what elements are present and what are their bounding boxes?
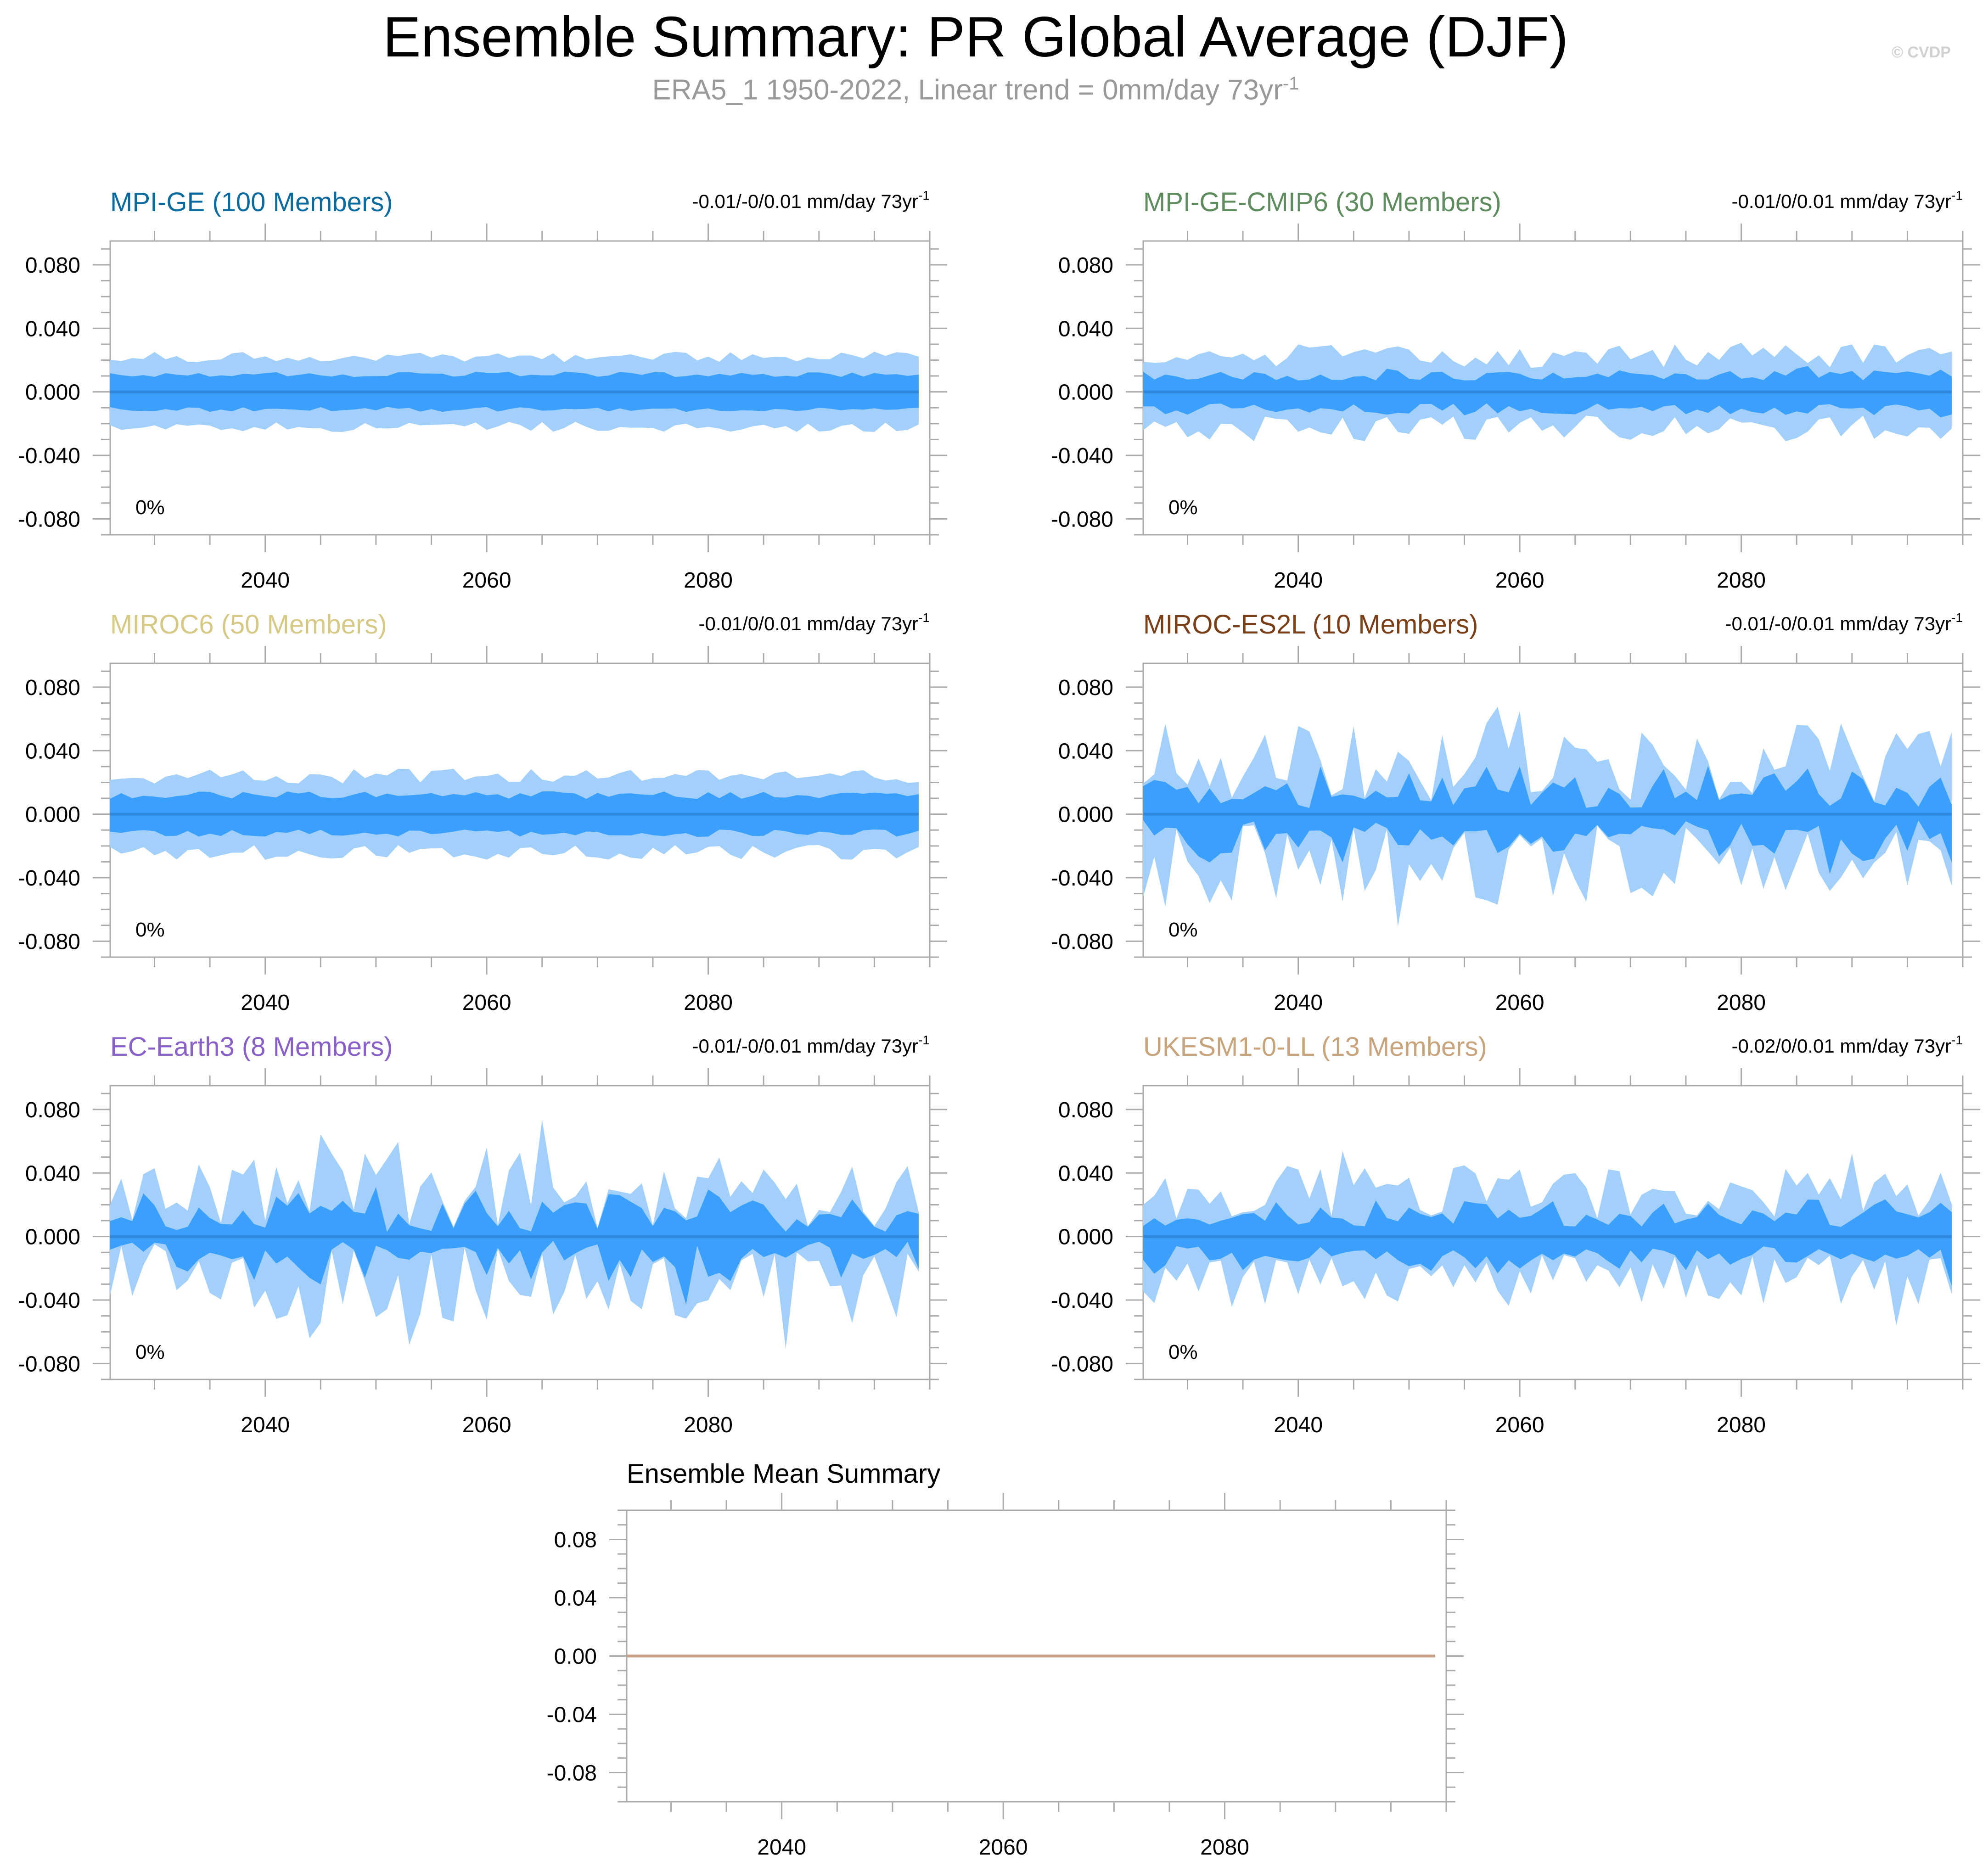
panel-7-ytick-label: 0.04 bbox=[554, 1586, 597, 1611]
panel-1-xtick-label: 2060 bbox=[462, 568, 511, 593]
panel-4-xtick-label: 2040 bbox=[1274, 991, 1323, 1015]
figure-subtitle: ERA5_1 1950-2022, Linear trend = 0mm/day… bbox=[0, 73, 1951, 106]
panel-5-trend-text: -0.01/-0/0.01 mm/day 73yr-1 bbox=[692, 1033, 930, 1057]
panel-1-xtick-label: 2080 bbox=[684, 568, 733, 593]
panel-7-xtick-label: 2040 bbox=[757, 1835, 806, 1860]
panel-3-title: MIROC6 (50 Members) bbox=[110, 610, 387, 639]
panel-6-ytick-label: -0.080 bbox=[1051, 1352, 1113, 1376]
panel-1-percent-label: 0% bbox=[135, 496, 165, 519]
panel-4-ytick-label: 0.080 bbox=[1058, 676, 1113, 700]
panel-7-xtick-label: 2060 bbox=[979, 1835, 1028, 1860]
panel-2-xtick-label: 2060 bbox=[1495, 568, 1544, 593]
panel-2-xtick-label: 2040 bbox=[1274, 568, 1323, 593]
panel-2-xtick-label: 2080 bbox=[1717, 568, 1766, 593]
panel-1-ytick-label: 0.080 bbox=[25, 253, 80, 278]
panel-4-title: MIROC-ES2L (10 Members) bbox=[1143, 610, 1478, 639]
panel-6-trend-text: -0.02/0/0.01 mm/day 73yr-1 bbox=[1732, 1033, 1963, 1057]
panel-3-ytick-label: -0.080 bbox=[18, 930, 80, 954]
panel-3-ytick-label: 0.040 bbox=[25, 739, 80, 763]
panel-5-inner-spread-band bbox=[110, 1187, 919, 1305]
panel-4-xtick-label: 2080 bbox=[1717, 991, 1766, 1015]
panel-1-title: MPI-GE (100 Members) bbox=[110, 187, 393, 217]
panel-4-ytick-label: -0.080 bbox=[1051, 930, 1113, 954]
panel-1-trend-exponent: -1 bbox=[918, 188, 930, 202]
panel-4-ytick-label: -0.040 bbox=[1051, 866, 1113, 891]
panel-5-trend-exponent: -1 bbox=[918, 1033, 930, 1047]
panel-6-xtick-label: 2080 bbox=[1717, 1413, 1766, 1437]
panel-5-title: EC-Earth3 (8 Members) bbox=[110, 1032, 393, 1062]
panel-2-percent-label: 0% bbox=[1168, 496, 1198, 519]
subtitle-exponent: -1 bbox=[1282, 73, 1299, 94]
panel-2-trend-text: -0.01/0/0.01 mm/day 73yr-1 bbox=[1732, 188, 1963, 212]
panel-3-trend-exponent: -1 bbox=[918, 611, 930, 625]
panel-5-ytick-label: 0.080 bbox=[25, 1098, 80, 1122]
panel-1-trend-text: -0.01/-0/0.01 mm/day 73yr-1 bbox=[692, 188, 930, 212]
panel-6-ytick-label: -0.040 bbox=[1051, 1289, 1113, 1313]
panel-2-ytick-label: 0.080 bbox=[1058, 253, 1113, 278]
panel-2-ytick-label: 0.000 bbox=[1058, 381, 1113, 405]
panel-5-ytick-label: -0.080 bbox=[18, 1352, 80, 1376]
panel-4-ytick-label: 0.000 bbox=[1058, 803, 1113, 827]
panel-7-ytick-label: 0.00 bbox=[554, 1645, 597, 1669]
panel-3-xtick-label: 2040 bbox=[241, 991, 290, 1015]
panel-6-ytick-label: 0.040 bbox=[1058, 1161, 1113, 1186]
panel-2-title: MPI-GE-CMIP6 (30 Members) bbox=[1143, 187, 1501, 217]
panel-7-ytick-label: -0.04 bbox=[547, 1703, 597, 1727]
panel-2-ytick-label: 0.040 bbox=[1058, 317, 1113, 341]
panel-6-percent-label: 0% bbox=[1168, 1341, 1198, 1363]
panel-7-xtick-label: 2080 bbox=[1200, 1835, 1249, 1860]
panel-1-ytick-label: 0.000 bbox=[25, 381, 80, 405]
summary-title: Ensemble Mean Summary bbox=[627, 1459, 940, 1489]
panel-1-ytick-label: -0.040 bbox=[18, 444, 80, 468]
panel-2-trend-exponent: -1 bbox=[1951, 188, 1963, 202]
panel-4-trend-text: -0.01/-0/0.01 mm/day 73yr-1 bbox=[1725, 611, 1963, 634]
panel-5-xtick-label: 2040 bbox=[241, 1413, 290, 1437]
panel-4-ytick-label: 0.040 bbox=[1058, 739, 1113, 763]
panel-3-ytick-label: 0.000 bbox=[25, 803, 80, 827]
panel-5-ytick-label: -0.040 bbox=[18, 1289, 80, 1313]
panel-6-ytick-label: 0.000 bbox=[1058, 1225, 1113, 1250]
subtitle-text: ERA5_1 1950-2022, Linear trend = 0mm/day… bbox=[652, 74, 1283, 106]
panel-7-ytick-label: -0.08 bbox=[547, 1761, 597, 1786]
panel-5-xtick-label: 2080 bbox=[684, 1413, 733, 1437]
panel-2-ytick-label: -0.040 bbox=[1051, 444, 1113, 468]
panel-1-ytick-label: 0.040 bbox=[25, 317, 80, 341]
panel-7-ytick-label: 0.08 bbox=[554, 1528, 597, 1553]
panel-5-xtick-label: 2060 bbox=[462, 1413, 511, 1437]
cvdp-watermark: © CVDP bbox=[1892, 44, 1951, 61]
panel-3-ytick-label: 0.080 bbox=[25, 676, 80, 700]
panel-1-xtick-label: 2040 bbox=[241, 568, 290, 593]
panel-5-ytick-label: 0.000 bbox=[25, 1225, 80, 1250]
panel-6-trend-exponent: -1 bbox=[1951, 1033, 1963, 1047]
panel-4-inner-spread-band bbox=[1143, 766, 1952, 874]
panel-6-xtick-label: 2060 bbox=[1495, 1413, 1544, 1437]
panel-1-ytick-label: -0.080 bbox=[18, 507, 80, 532]
panel-3-ytick-label: -0.040 bbox=[18, 866, 80, 891]
panel-4-percent-label: 0% bbox=[1168, 919, 1198, 941]
panel-3-xtick-label: 2080 bbox=[684, 991, 733, 1015]
panel-3-trend-text: -0.01/0/0.01 mm/day 73yr-1 bbox=[699, 611, 930, 634]
panel-5-percent-label: 0% bbox=[135, 1341, 165, 1363]
panel-6-xtick-label: 2040 bbox=[1274, 1413, 1323, 1437]
panel-3-xtick-label: 2060 bbox=[462, 991, 511, 1015]
figure-title: Ensemble Summary: PR Global Average (DJF… bbox=[383, 6, 1568, 69]
panel-2-ytick-label: -0.080 bbox=[1051, 507, 1113, 532]
panel-6-ytick-label: 0.080 bbox=[1058, 1098, 1113, 1122]
panel-6-inner-spread-band bbox=[1143, 1199, 1952, 1286]
panel-5-ytick-label: 0.040 bbox=[25, 1161, 80, 1186]
panel-3-percent-label: 0% bbox=[135, 919, 165, 941]
panel-4-xtick-label: 2060 bbox=[1495, 991, 1544, 1015]
panel-4-trend-exponent: -1 bbox=[1951, 611, 1963, 625]
panel-6-title: UKESM1-0-LL (13 Members) bbox=[1143, 1032, 1487, 1062]
